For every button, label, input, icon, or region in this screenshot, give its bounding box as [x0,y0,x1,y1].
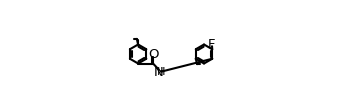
Text: F: F [208,38,216,51]
Text: H: H [157,67,166,77]
Text: N: N [154,66,164,79]
Text: O: O [148,48,158,61]
